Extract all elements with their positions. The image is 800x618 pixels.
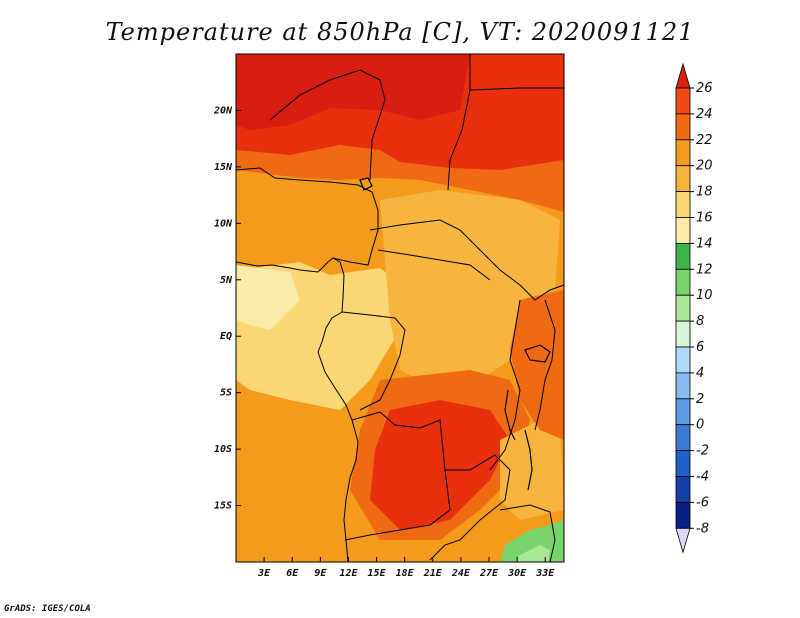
lake-tanganyika: [504, 389, 516, 441]
lon-tick-label: 12E: [339, 568, 358, 579]
temperature-field: [236, 54, 564, 562]
colorbar-segment: [675, 294, 691, 322]
colorbar-segment: [675, 217, 691, 244]
colorbar-level-label: 14: [696, 236, 713, 251]
lat-tick-label: 10N: [214, 218, 233, 229]
colorbar-level-label: -8: [696, 521, 709, 536]
colorbar-level-label: 26: [696, 81, 713, 96]
lat-tick-label: 5N: [220, 275, 233, 286]
colorbar-segment: [675, 346, 691, 374]
colorbar-level-label: -2: [696, 444, 709, 459]
colorbar-level-label: -4: [696, 470, 709, 485]
colorbar-level-label: 16: [696, 211, 713, 226]
border-drc-west: [341, 311, 406, 411]
colorbar-level-label: 12: [696, 262, 713, 277]
colorbar-level-label: 10: [696, 288, 713, 303]
colorbar-level-label: 24: [696, 107, 713, 122]
colorbar-segment: [675, 398, 691, 426]
colorbar-segment: [675, 320, 691, 348]
colorbar-segment: [675, 268, 691, 296]
border-north: [269, 69, 386, 181]
lon-tick-label: 24E: [451, 568, 471, 579]
lat-tick-label: 15N: [214, 162, 233, 173]
lake-chad: [359, 177, 373, 191]
lon-tick-label: 9E: [314, 568, 327, 579]
lat-tick-label: 15S: [214, 501, 232, 512]
latitude-axis: 20N 15N 10N 5N EQ 5S 10S 15S: [213, 105, 241, 512]
map-title: Temperature at 850hPa [C], VT: 202009112…: [105, 18, 695, 46]
lakes: [359, 177, 551, 491]
lat-tick-label: 5S: [220, 388, 232, 399]
colorbar-level-label: 18: [696, 185, 713, 200]
colorbar-level-label: 6: [696, 340, 704, 355]
lon-tick-label: 18E: [396, 568, 415, 579]
colorbar-segment: [675, 113, 691, 141]
lat-tick-label: 20N: [213, 105, 233, 116]
colorbar-level-label: 4: [696, 366, 704, 381]
coastline: [235, 257, 359, 563]
colorbar-segment: [675, 165, 691, 192]
field-cool-coast: [236, 265, 300, 330]
colorbar-segment: [675, 372, 691, 400]
colorbar-level-label: 20: [696, 159, 713, 174]
border-northeast: [469, 87, 564, 91]
colorbar-bottom-arrow: [675, 527, 691, 554]
colorbar-segment: [675, 424, 691, 452]
colorbar-segment: [675, 450, 691, 477]
field-warm-lakes: [510, 290, 564, 440]
lon-tick-label: 15E: [368, 568, 387, 579]
border-zimbabwe: [499, 504, 556, 563]
colorbar-level-label: 8: [696, 314, 704, 329]
colorbar-level-label: -6: [696, 495, 709, 510]
colorbar-segment: [675, 87, 691, 115]
colorbar-segment: [675, 501, 691, 529]
grads-credit: GrADS: IGES/COLA: [4, 604, 91, 614]
lat-tick-label: EQ: [220, 331, 232, 342]
border-central: [369, 219, 565, 301]
border-zambia: [429, 454, 511, 561]
lon-tick-label: 27E: [479, 568, 499, 579]
lon-tick-label: 21E: [423, 568, 443, 579]
colorbar-segment: [675, 139, 691, 167]
lon-tick-label: 6E: [286, 568, 299, 579]
field-greenlight-southeast: [515, 545, 550, 562]
lon-tick-label: 3E: [257, 568, 271, 579]
longitude-axis: 3E 6E 9E 12E 15E 18E 21E 24E 27E 30E 33E: [257, 557, 555, 579]
border-drc-east: [489, 299, 521, 471]
lake-victoria: [524, 344, 551, 363]
border-car: [377, 249, 491, 281]
field-hot-south: [370, 400, 510, 530]
colorbar-segment: [675, 242, 691, 270]
lon-tick-label: 33E: [535, 568, 555, 579]
map-frame: [235, 53, 565, 563]
colorbar-level-label: 2: [696, 392, 704, 407]
border-east: [534, 299, 556, 431]
lon-tick-label: 30E: [507, 568, 527, 579]
lat-tick-label: 10S: [214, 444, 232, 455]
lake-malawi: [524, 429, 533, 491]
colorbar-segment: [675, 476, 691, 503]
border-north-2: [447, 54, 471, 191]
colorbar-top-arrow: [675, 62, 691, 89]
field-hottest-north: [236, 54, 470, 130]
colorbar-segment: [675, 191, 691, 218]
country-borders: [235, 54, 565, 563]
colorbar-level-label: 22: [696, 133, 713, 148]
border-sahel: [235, 167, 379, 266]
field-mild-center: [380, 190, 560, 390]
colorbar-level-label: 0: [696, 418, 704, 433]
